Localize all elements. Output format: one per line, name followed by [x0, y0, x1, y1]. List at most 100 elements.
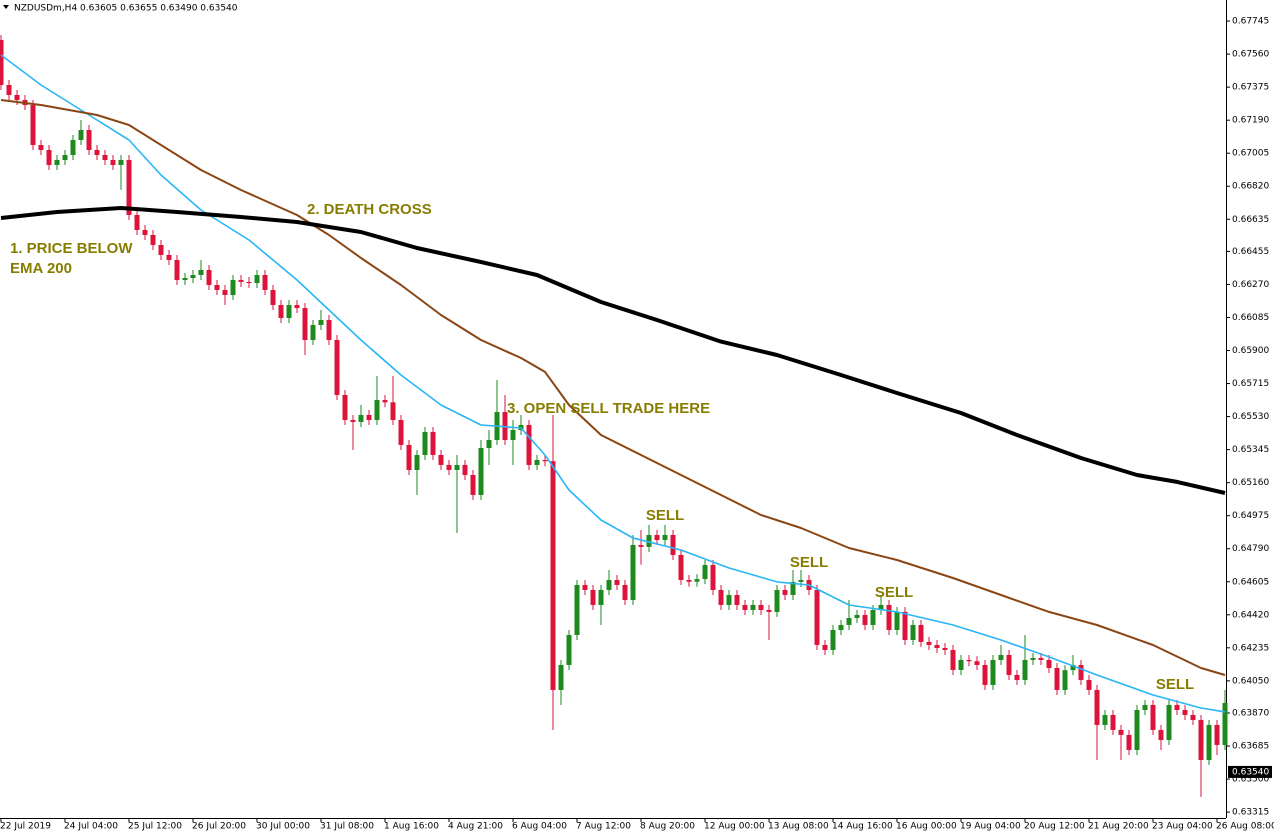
candle-body	[574, 584, 580, 635]
x-tick-label: 7 Aug 12:00	[576, 822, 631, 832]
y-tick-label: 0.64975	[1232, 511, 1269, 521]
candle-body	[6, 84, 12, 95]
x-tick-label: 13 Aug 08:00	[768, 822, 829, 832]
candle-body	[174, 259, 180, 280]
y-tick-label: 0.66455	[1232, 247, 1269, 257]
candle-body	[14, 94, 20, 100]
candle-body	[550, 461, 556, 690]
candle-body	[1190, 714, 1196, 720]
candle-body	[350, 419, 356, 422]
candle-body	[750, 604, 756, 610]
candle-body	[598, 589, 604, 605]
annotation: SELL	[790, 554, 828, 571]
candle-body	[358, 414, 364, 422]
y-tick-label: 0.64790	[1232, 544, 1269, 554]
candle-body	[934, 644, 940, 649]
candle-body	[230, 279, 236, 295]
candle-body	[950, 649, 956, 670]
y-tick-label: 0.63685	[1232, 742, 1269, 752]
candle-body	[918, 624, 924, 642]
candle-body	[126, 159, 132, 215]
candle-body	[854, 614, 860, 619]
y-tick-label: 0.65900	[1232, 346, 1269, 356]
annotation: SELL	[875, 584, 913, 601]
candle-body	[758, 604, 764, 610]
candle-body	[606, 579, 612, 590]
candle-body	[638, 544, 644, 547]
candle-body	[222, 289, 228, 295]
candle-body	[142, 229, 148, 235]
candle-body	[54, 159, 60, 165]
y-tick-label: 0.65160	[1232, 478, 1269, 488]
candle-body	[958, 659, 964, 670]
candle-body	[1038, 658, 1044, 660]
candle-body	[846, 618, 852, 625]
y-tick-label: 0.63500	[1232, 775, 1269, 785]
candle-body	[254, 274, 260, 284]
candle-body	[70, 139, 76, 155]
candle-body	[0, 39, 4, 85]
candle-body	[886, 604, 892, 630]
annotation: 3. OPEN SELL TRADE HERE	[507, 400, 710, 417]
candle-body	[30, 104, 36, 145]
candle-body	[94, 149, 100, 155]
y-tick-label: 0.65530	[1232, 412, 1269, 422]
x-tick-label: 14 Aug 16:00	[832, 822, 893, 832]
candle-body	[1166, 704, 1172, 740]
candle-body	[334, 339, 340, 395]
candle-body	[302, 308, 308, 340]
candle-body	[862, 614, 868, 625]
candle-body	[294, 304, 300, 309]
candle-body	[822, 644, 828, 650]
candle-body	[62, 154, 68, 160]
x-tick-label: 26 Aug 08:00	[1216, 822, 1274, 832]
y-tick-label: 0.67560	[1232, 50, 1269, 60]
candle-body	[134, 214, 140, 230]
y-tick-label: 0.64235	[1232, 643, 1269, 653]
chart-header: NZDUSDm,H4 0.63605 0.63655 0.63490 0.635…	[14, 4, 238, 14]
candle-body	[382, 399, 388, 403]
candle-body	[942, 648, 948, 650]
candle-body	[1086, 679, 1092, 690]
candle-body	[1134, 709, 1140, 750]
current-price-box	[1228, 765, 1272, 778]
candle-body	[1078, 664, 1084, 680]
candle-body	[542, 459, 548, 462]
y-tick-label: 0.66085	[1232, 313, 1269, 323]
candle-body	[38, 144, 44, 150]
candle-body	[974, 661, 980, 665]
candle-body	[1022, 659, 1028, 680]
x-tick-label: 21 Aug 20:00	[1088, 822, 1149, 832]
annotation: EMA 200	[10, 260, 72, 277]
candle-body	[798, 579, 804, 582]
candle-body	[422, 431, 428, 455]
candle-body	[646, 534, 652, 547]
y-tick-label: 0.66270	[1232, 280, 1269, 290]
x-tick-label: 20 Aug 12:00	[1024, 822, 1085, 832]
candle-body	[710, 564, 716, 590]
candle-body	[182, 278, 188, 280]
candle-body	[1102, 714, 1108, 725]
x-tick-label: 16 Aug 00:00	[896, 822, 957, 832]
candle-body	[1158, 729, 1164, 740]
candle-body	[734, 594, 740, 605]
candle-body	[766, 609, 772, 612]
candle-body	[78, 129, 84, 140]
candle-body	[614, 579, 620, 585]
candle-body	[742, 604, 748, 610]
candle-body	[590, 589, 596, 605]
candle-body	[718, 589, 724, 605]
y-tick-label: 0.63315	[1232, 808, 1269, 818]
candle-body	[446, 464, 452, 470]
moving-average-line	[0, 54, 1226, 713]
x-tick-label: 23 Aug 04:00	[1152, 822, 1213, 832]
candle-body	[830, 629, 836, 650]
candle-body	[1182, 709, 1188, 715]
y-tick-label: 0.65715	[1232, 379, 1269, 389]
annotation: 1. PRICE BELOW	[10, 240, 133, 257]
y-tick-label: 0.67005	[1232, 149, 1269, 159]
candle-body	[166, 254, 172, 260]
candle-body	[310, 324, 316, 340]
candle-body	[326, 319, 332, 340]
candle-body	[1150, 704, 1156, 730]
